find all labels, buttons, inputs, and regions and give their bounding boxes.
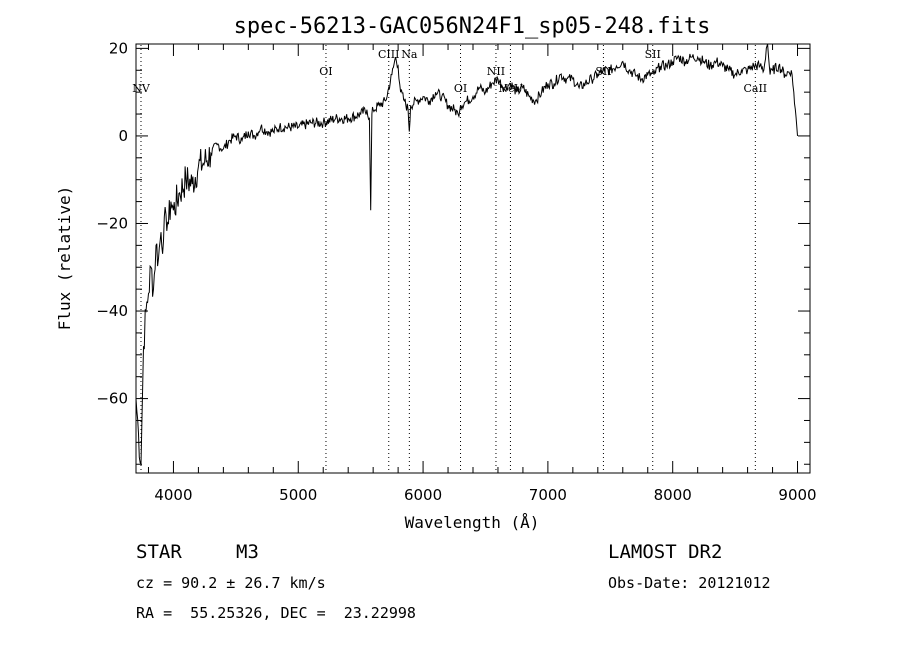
x-tick-label: 8000 <box>654 486 692 504</box>
spectral-line-label: SII <box>645 48 661 61</box>
spectral-line-label: OI <box>454 82 467 95</box>
spectral-line-label: NII <box>487 65 505 78</box>
x-tick-label: 6000 <box>404 486 442 504</box>
spectral-line-label: CaII <box>743 82 767 95</box>
x-tick-label: 7000 <box>529 486 567 504</box>
survey-name: LAMOST DR2 <box>608 541 723 563</box>
y-tick-label: 0 <box>118 127 128 145</box>
spectrum-series-line <box>135 43 798 466</box>
y-tick-label: −20 <box>96 214 128 232</box>
redshift-velocity: cz = 90.2 ± 26.7 km/s <box>136 574 326 592</box>
axis-ticks: 4000 5000 6000 7000 8000 9000 −60 −40 −20 0 20 <box>96 39 816 504</box>
x-tick-label: 4000 <box>154 486 192 504</box>
x-tick-label: 5000 <box>279 486 317 504</box>
object-class: STAR <box>136 541 182 563</box>
spectral-line-label: NV <box>132 82 151 95</box>
spectral-line-label: CIII <box>378 48 399 61</box>
spectral-line-label: Na <box>401 48 418 61</box>
x-axis-label: Wavelength (Å) <box>405 513 540 532</box>
observation-date: Obs-Date: 20121012 <box>608 574 771 592</box>
plot-frame <box>135 43 811 474</box>
y-tick-label: −40 <box>96 302 128 320</box>
object-subclass: M3 <box>236 541 259 563</box>
spectral-line-label: OI <box>319 65 332 78</box>
x-tick-label: 9000 <box>778 486 816 504</box>
y-tick-label: 20 <box>109 39 128 57</box>
coordinates: RA = 55.25326, DEC = 23.22998 <box>136 604 416 622</box>
y-axis-label: Flux (relative) <box>55 186 74 331</box>
y-tick-label: −60 <box>96 390 128 408</box>
chart-title: spec-56213-GAC056N24F1_sp05-248.fits <box>234 14 711 39</box>
